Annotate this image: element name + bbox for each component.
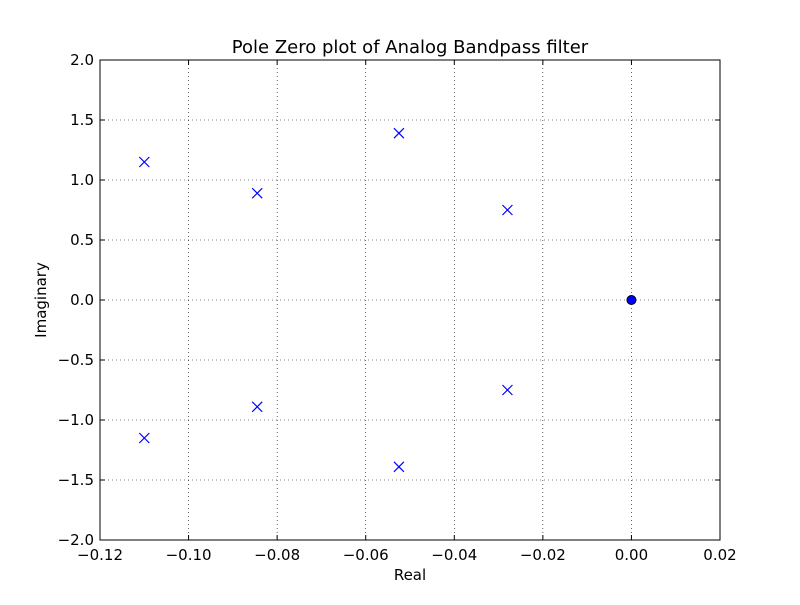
y-tick-label: −2.0 [58,531,94,549]
x-tick-label: −0.06 [343,546,389,564]
pole-marker-stroke [502,384,513,396]
pole-marker-stroke [251,187,263,199]
x-tick-label: −0.12 [77,546,123,564]
pole-marker [502,204,513,216]
y-tick-label: −1.0 [58,411,94,429]
x-tick-label: 0.00 [615,546,648,564]
pole-marker [393,461,405,473]
pole-marker-stroke [138,156,150,168]
x-tick-label: −0.10 [166,546,212,564]
x-tick-label: −0.04 [431,546,477,564]
pole-marker [502,384,513,396]
pole-marker [393,127,405,139]
pole-marker-stroke [251,401,263,413]
pole-marker-stroke [138,432,150,444]
y-tick-label: 1.0 [70,171,94,189]
zero-marker [626,295,637,305]
ticks: −0.12 −0.10 −0.08 −0.06 −0.04 −0.02 0.00 0.02 2.… [58,51,737,564]
pole-marker [251,401,263,413]
pole-marker-stroke [393,461,405,473]
plot-frame [99,59,721,541]
pole-marker [138,432,150,444]
y-axis-label: Imaginary [32,262,50,338]
y-tick-label: −0.5 [58,351,94,369]
x-tick-label: −0.02 [520,546,566,564]
pole-marker-stroke [502,204,513,216]
chart-title: Pole Zero plot of Analog Bandpass filter [232,37,589,58]
x-axis-label: Real [394,566,426,584]
markers [138,127,637,473]
y-tick-label: −1.5 [58,471,94,489]
y-tick-label: 1.5 [70,111,94,129]
x-tick-label: 0.02 [703,546,736,564]
pole-marker [138,156,150,168]
pole-marker [251,187,263,199]
x-tick-label: −0.08 [254,546,300,564]
y-tick-label: 2.0 [70,51,94,69]
y-tick-label: 0.0 [70,291,94,309]
y-tick-label: 0.5 [70,231,94,249]
pole-marker-stroke [393,127,405,139]
